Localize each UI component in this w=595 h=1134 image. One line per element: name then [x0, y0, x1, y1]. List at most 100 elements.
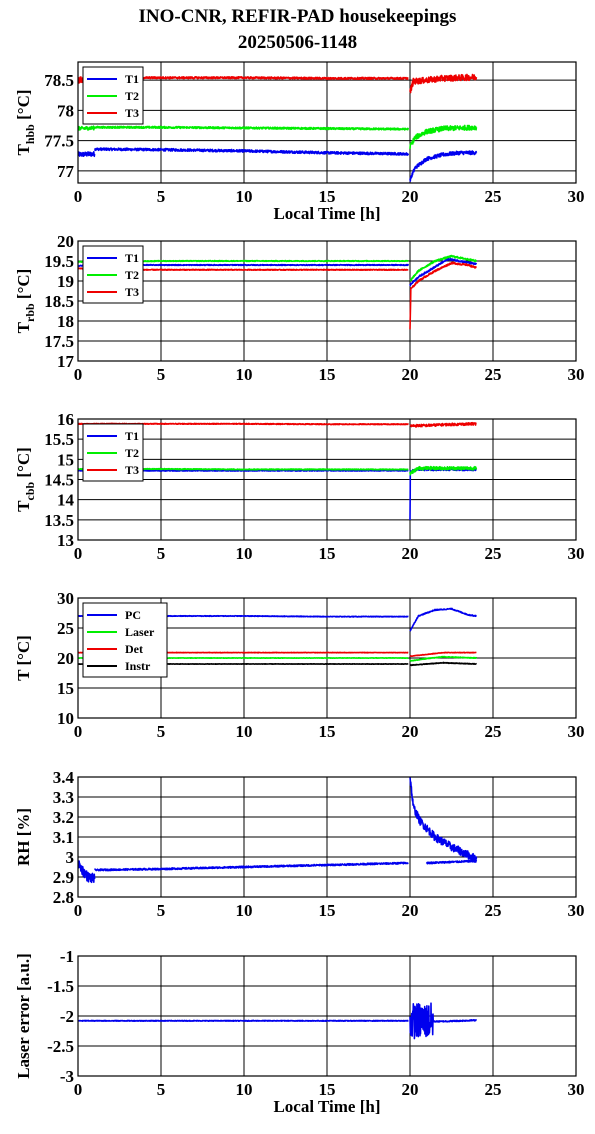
legend-label: Det [125, 642, 143, 656]
x-tick-label: 20 [402, 722, 419, 741]
series-line [432, 1018, 477, 1023]
y-tick-label: 14 [57, 491, 75, 510]
legend-label: T3 [125, 285, 139, 299]
y-tick-label: 17 [57, 352, 75, 371]
legend: PC Laser Det Instr [82, 602, 168, 678]
legend-label: T2 [125, 89, 139, 103]
x-axis-label: Local Time [h] [273, 1097, 380, 1116]
y-tick-label: 15 [57, 679, 74, 698]
y-axis-label-main: T [14, 321, 33, 333]
chart-title-line1: INO-CNR, REFIR-PAD housekeepings [138, 6, 457, 27]
x-tick-label: 15 [319, 901, 336, 920]
y-tick-label: 3.4 [53, 768, 75, 787]
x-tick-label: 0 [74, 722, 83, 741]
series-line [78, 125, 96, 131]
y-tick-label: 15.5 [44, 430, 74, 449]
y-axis-label-main: T [14, 144, 33, 156]
series-line [78, 1002, 477, 1040]
y-tick-label: 20 [57, 232, 74, 251]
y-axis-label-unit: [°C] [14, 269, 33, 304]
y-tick-label: 2.8 [53, 888, 74, 907]
series-line [409, 254, 477, 282]
y-axis-label: T [°C] [14, 635, 33, 681]
y-axis-label-main: T [14, 500, 33, 512]
x-tick-label: 20 [402, 544, 419, 563]
x-tick-label: 5 [157, 722, 166, 741]
series-line [93, 125, 410, 131]
y-tick-label: 10 [57, 709, 74, 728]
series-line [78, 1019, 409, 1023]
x-tick-label: 0 [74, 187, 83, 206]
y-tick-label: 16 [57, 410, 74, 429]
legend-label: T1 [125, 429, 139, 443]
y-tick-label: 30 [57, 589, 74, 608]
x-tick-label: 10 [236, 722, 253, 741]
x-tick-label: 15 [319, 544, 336, 563]
panel-6: 0 5 10 15 20 25 30 -3 -2.5 -2 -1.5 -1 Local Time [h]… [14, 947, 585, 1116]
legend-label: T2 [125, 446, 139, 460]
series-line [78, 151, 96, 158]
panel-3: 0 5 10 15 20 25 301313.51414.51515.516T1T2T3Tc… [14, 410, 585, 563]
y-axis-label: Laser error [a.u.] [14, 953, 33, 1079]
x-tick-label: 0 [74, 1080, 83, 1099]
y-axis-label: Thbb [°C] [14, 89, 37, 155]
legend: T1 T2 T3 [82, 423, 144, 482]
y-axis-label-main: Laser error [a.u.] [14, 953, 33, 1079]
series-t2 [78, 124, 478, 150]
y-tick-label: -1.5 [47, 977, 74, 996]
x-tick-label: 5 [157, 544, 166, 563]
series-line [409, 421, 477, 428]
plot-frame [77, 955, 577, 1077]
x-tick-label: 5 [157, 901, 166, 920]
legend-label: T2 [125, 268, 139, 282]
panel-4: 0 5 10 15 20 25 30 10 15 20 25 30 PC Laser Det Instr T [… [14, 589, 585, 741]
y-tick-label: 3 [66, 848, 75, 867]
y-tick-label: -2 [60, 1007, 74, 1026]
y-tick-label: 18.5 [44, 292, 74, 311]
plot-frame [77, 61, 577, 184]
x-axis-label: Local Time [h] [273, 204, 380, 223]
y-tick-label: 20 [57, 649, 74, 668]
legend: T1 T2 T3 [82, 66, 144, 125]
legend-label: T3 [125, 106, 139, 120]
x-tick-label: 15 [319, 187, 336, 206]
y-axis-label-unit: [°C] [14, 89, 33, 124]
series-line [409, 465, 478, 476]
x-tick-label: 25 [485, 187, 502, 206]
x-tick-label: 5 [157, 187, 166, 206]
x-tick-label: 25 [485, 1080, 502, 1099]
series-line [409, 261, 477, 330]
y-tick-label: 78 [57, 101, 74, 120]
legend-label: Laser [125, 625, 155, 639]
y-axis-label-main: T [°C] [14, 635, 33, 681]
series-line [409, 467, 478, 521]
series-line [409, 655, 477, 662]
y-axis-label: Trbb [°C] [14, 269, 37, 334]
series-line [409, 607, 477, 632]
legend-label: T3 [125, 463, 139, 477]
series-line [425, 859, 478, 865]
y-tick-label: 78.5 [44, 71, 74, 90]
y-tick-label: 13.5 [44, 511, 74, 530]
chart-title-line2: 20250506-1148 [237, 32, 358, 53]
y-tick-label: 19 [57, 272, 74, 291]
y-tick-label: 3.2 [53, 808, 74, 827]
series-line [93, 861, 409, 872]
x-tick-label: 30 [568, 722, 585, 741]
x-tick-label: 10 [236, 544, 253, 563]
series-line [78, 777, 478, 884]
x-tick-label: 20 [402, 901, 419, 920]
x-tick-label: 30 [568, 187, 585, 206]
y-axis-label-sub: rbb [23, 303, 37, 322]
y-tick-label: 15 [57, 450, 74, 469]
x-tick-label: 5 [157, 1080, 166, 1099]
series-line [409, 257, 478, 287]
x-tick-label: 25 [485, 901, 502, 920]
series-line [409, 1002, 434, 1040]
legend-label: Instr [125, 659, 151, 673]
y-axis-label: Tcbb [°C] [14, 447, 37, 512]
y-tick-label: -2.5 [47, 1037, 74, 1056]
panel-2: 0 5 10 15 20 25 301717.51818.51919.520T1T2T3Tr… [14, 232, 585, 384]
panel-1: 0 5 10 15 20 25 30 77 77.5 78 78.5 T1 T2 T3 Local Time… [14, 61, 585, 223]
legend-label: T1 [125, 72, 139, 86]
